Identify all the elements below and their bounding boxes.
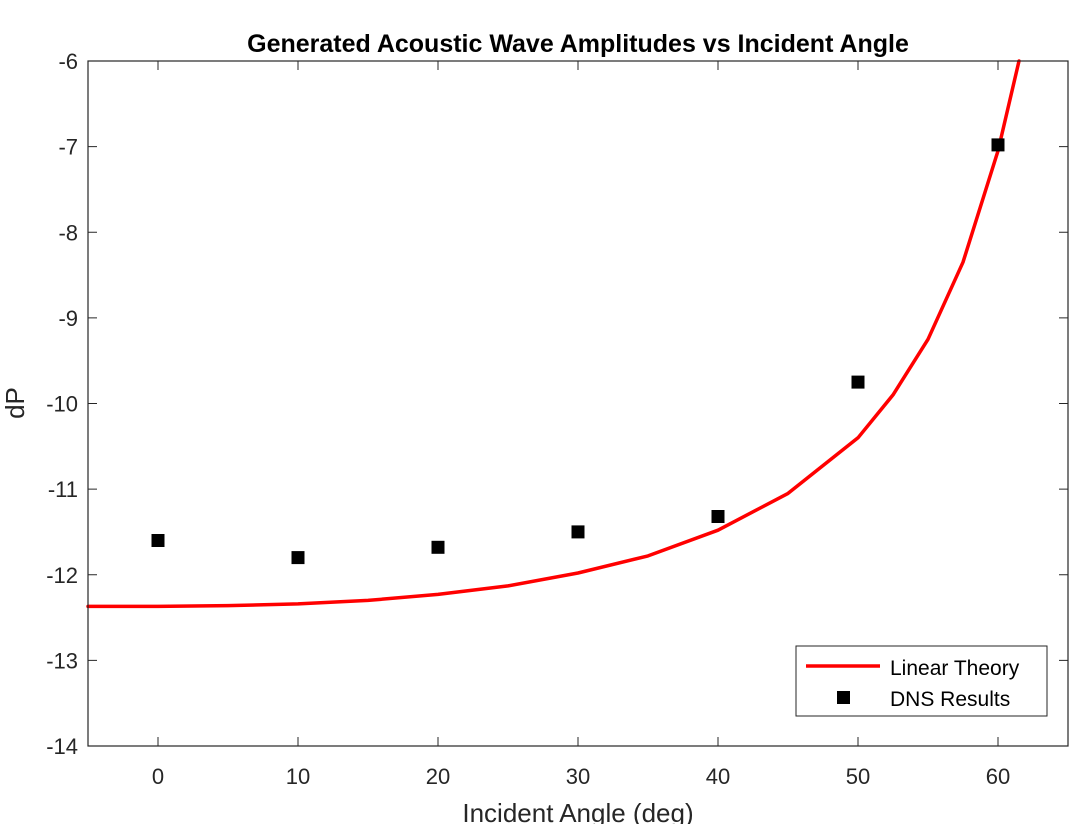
y-tick-label: -8 [58, 220, 78, 245]
data-point-dns-results [431, 540, 445, 554]
y-tick-label: -9 [58, 306, 78, 331]
y-tick-label: -13 [46, 648, 78, 673]
plot-area [88, 61, 1068, 746]
data-point-dns-results [151, 534, 165, 547]
data-point-dns-results [851, 375, 865, 389]
x-tick-label: 60 [986, 764, 1010, 789]
data-point-dns-results [991, 138, 1005, 152]
legend-box [795, 645, 1048, 717]
chart-title: Generated Acoustic Wave Amplitudes vs In… [247, 30, 909, 58]
y-axis-label: dP [0, 387, 30, 419]
x-tick-label: 50 [846, 764, 870, 789]
y-tick-label: -12 [46, 563, 78, 588]
data-layer [86, 59, 1021, 609]
x-axis-label: Incident Angle (deg) [462, 798, 693, 824]
y-tick-label: -14 [46, 734, 78, 759]
y-tick-label: -7 [58, 135, 78, 160]
data-point-dns-results [571, 525, 585, 539]
data-point-dns-results [711, 510, 725, 523]
legend: Linear Theory DNS Results [795, 645, 1048, 717]
data-point-dns-results [291, 551, 305, 565]
y-tick-label: -10 [46, 392, 78, 417]
x-tick-label: 10 [286, 764, 310, 789]
ticks-layer: 0 10 20 30 40 50 60 -14 -13 -12 -11 -10 -9 -8 -7 -6 [46, 49, 1068, 789]
x-tick-label: 40 [706, 764, 730, 789]
legend-marker-swatch [837, 691, 850, 704]
legend-label-linear-theory: Linear Theory [890, 657, 1020, 680]
x-tick-label: 20 [426, 764, 450, 789]
y-tick-label: -6 [58, 49, 78, 74]
x-tick-label: 0 [152, 764, 164, 789]
y-tick-label: -11 [48, 477, 78, 502]
x-tick-label: 30 [566, 764, 590, 789]
series-line-linear-theory [86, 59, 1021, 609]
legend-label-dns-results: DNS Results [890, 688, 1010, 711]
